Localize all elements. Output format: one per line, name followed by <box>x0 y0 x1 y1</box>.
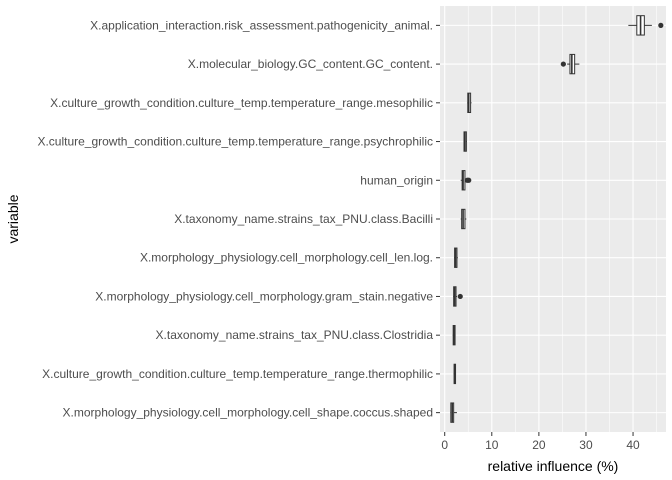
x-tick-label: 30 <box>579 438 593 452</box>
box-5 <box>460 170 472 191</box>
box-4 <box>463 131 467 152</box>
y-tick-label: X.morphology_physiology.cell_morphology.… <box>63 406 433 420</box>
x-tick-label: 0 <box>441 438 448 452</box>
y-tick-label: X.molecular_biology.GC_content.GC_conten… <box>188 57 433 71</box>
box-7 <box>454 247 458 268</box>
outlier-point <box>658 22 664 28</box>
boxes <box>450 15 664 423</box>
box-2 <box>560 53 580 75</box>
y-tick-label: X.culture_growth_condition.culture_temp.… <box>42 367 433 381</box>
y-tick-label: human_origin <box>360 173 433 187</box>
box-6 <box>460 208 467 230</box>
y-tick-label: X.morphology_physiology.cell_morphology.… <box>95 289 433 303</box>
box-1 <box>628 15 664 36</box>
x-tick-label: 20 <box>532 438 546 452</box>
outlier-point <box>457 293 463 300</box>
box-10 <box>453 363 457 385</box>
y-tick-label: X.taxonomy_name.strains_tax_PNU.class.Ba… <box>174 212 433 226</box>
y-axis: X.application_interaction.risk_assessmen… <box>37 18 440 420</box>
x-axis-title: relative influence (%) <box>488 458 619 474</box>
box-9 <box>452 325 456 346</box>
y-tick-label: X.culture_growth_condition.culture_temp.… <box>37 135 433 149</box>
box-3 <box>467 92 472 113</box>
y-axis-title: variable <box>5 194 21 243</box>
y-tick-label: X.morphology_physiology.cell_morphology.… <box>140 251 433 265</box>
outlier-point <box>464 177 470 183</box>
box-11 <box>450 402 457 423</box>
y-tick-label: X.taxonomy_name.strains_tax_PNU.class.Cl… <box>156 328 434 342</box>
y-tick-label: X.application_interaction.risk_assessmen… <box>90 18 433 32</box>
box-8 <box>453 286 463 307</box>
outlier-point <box>560 61 566 67</box>
y-tick-label: X.culture_growth_condition.culture_temp.… <box>50 96 433 110</box>
x-axis: 0 10 20 30 40 <box>441 432 640 452</box>
x-tick-label: 10 <box>485 438 499 452</box>
x-tick-label: 40 <box>626 438 640 452</box>
